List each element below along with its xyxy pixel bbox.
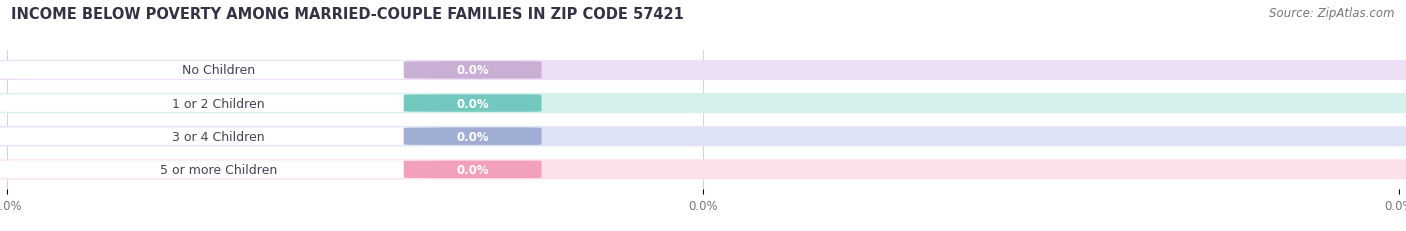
Text: 0.0%: 0.0% <box>457 97 489 110</box>
FancyBboxPatch shape <box>0 128 439 146</box>
FancyBboxPatch shape <box>404 95 541 112</box>
FancyBboxPatch shape <box>0 61 1406 81</box>
FancyBboxPatch shape <box>0 161 439 179</box>
FancyBboxPatch shape <box>0 127 1406 147</box>
FancyBboxPatch shape <box>0 160 1406 180</box>
Text: 1 or 2 Children: 1 or 2 Children <box>173 97 264 110</box>
Text: 0.0%: 0.0% <box>457 64 489 77</box>
Text: INCOME BELOW POVERTY AMONG MARRIED-COUPLE FAMILIES IN ZIP CODE 57421: INCOME BELOW POVERTY AMONG MARRIED-COUPL… <box>11 7 685 22</box>
FancyBboxPatch shape <box>404 128 541 145</box>
Text: Source: ZipAtlas.com: Source: ZipAtlas.com <box>1270 7 1395 20</box>
FancyBboxPatch shape <box>404 161 541 178</box>
Text: 3 or 4 Children: 3 or 4 Children <box>173 130 264 143</box>
FancyBboxPatch shape <box>0 62 439 79</box>
FancyBboxPatch shape <box>0 95 439 112</box>
Text: 5 or more Children: 5 or more Children <box>160 163 277 176</box>
Text: No Children: No Children <box>181 64 254 77</box>
FancyBboxPatch shape <box>0 94 1406 114</box>
Text: 0.0%: 0.0% <box>457 163 489 176</box>
Text: 0.0%: 0.0% <box>457 130 489 143</box>
FancyBboxPatch shape <box>404 62 541 79</box>
